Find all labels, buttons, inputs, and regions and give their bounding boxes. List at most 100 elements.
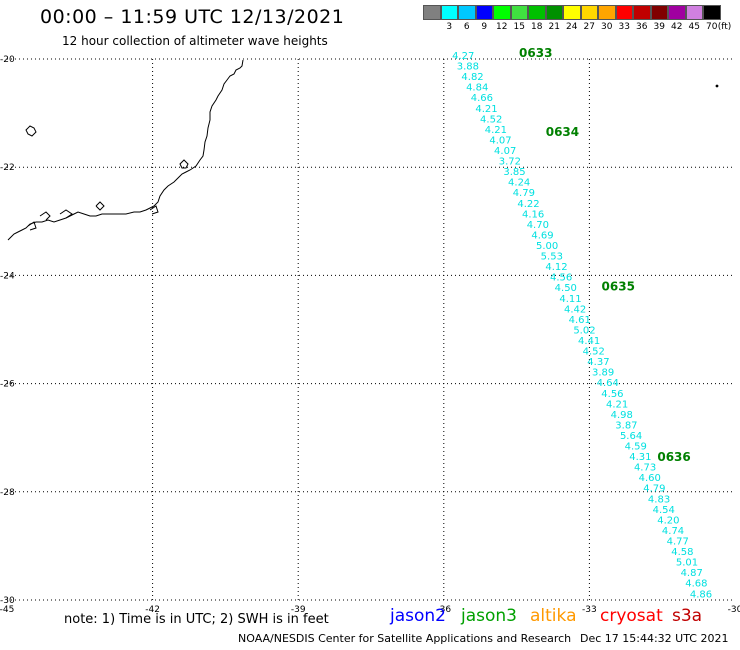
wave-height-value: 4.83 xyxy=(648,494,670,505)
wave-height-value: 4.21 xyxy=(475,104,497,115)
track-time-label: 0635 xyxy=(602,280,635,294)
legend-altika: altika xyxy=(530,606,577,626)
color-scale-unit: (ft) xyxy=(717,22,732,32)
latitude-label: -28 xyxy=(0,488,15,498)
longitude-label: -33 xyxy=(582,605,597,615)
color-scale-label: 42 xyxy=(671,22,683,32)
color-scale-swatches xyxy=(423,5,721,20)
color-swatch xyxy=(475,5,493,20)
wave-height-value: 4.56 xyxy=(550,273,572,284)
color-scale-label: 9 xyxy=(481,22,488,32)
wave-height-value: 4.21 xyxy=(606,399,628,410)
latitude-label: -30 xyxy=(0,596,15,606)
wave-height-value: 4.69 xyxy=(531,230,553,241)
latitude-labels: -20 -22 -24 -26 -28 -30 xyxy=(0,55,15,606)
color-scale-label: 18 xyxy=(531,22,543,32)
wave-height-value: 4.52 xyxy=(583,347,605,358)
color-scale-label: 12 xyxy=(496,22,508,32)
coastline-mainland xyxy=(7,59,244,241)
wave-height-value: 4.20 xyxy=(657,515,679,526)
legend-jason3: jason3 xyxy=(461,606,517,626)
wave-height-value: 5.53 xyxy=(541,252,563,263)
wave-height-value: 4.54 xyxy=(653,505,675,516)
wave-height-value: 4.73 xyxy=(634,463,656,474)
map-title: 00:00 – 11:59 UTC 12/13/2021 xyxy=(40,6,345,28)
legend-s3a: s3a xyxy=(672,606,703,626)
wave-height-value: 3.88 xyxy=(457,62,479,73)
color-scale-label: 3 xyxy=(446,22,453,32)
wave-height-value: 3.87 xyxy=(615,420,637,431)
longitude-label: -45 xyxy=(0,605,14,615)
wave-height-value: 4.22 xyxy=(517,199,539,210)
color-swatch xyxy=(685,5,703,20)
wave-height-value: 4.24 xyxy=(508,178,530,189)
track-time-labels: 0633 0634 0635 0636 xyxy=(519,46,691,464)
color-swatch xyxy=(668,5,686,20)
island-dot xyxy=(715,84,719,88)
wave-height-value: 5.02 xyxy=(573,325,595,336)
coastline-inlet xyxy=(27,201,159,231)
longitude-label: -42 xyxy=(145,605,160,615)
wave-height-value: 3.72 xyxy=(499,157,521,168)
color-scale-label: 39 xyxy=(653,22,665,32)
color-swatch xyxy=(598,5,616,20)
color-swatch xyxy=(545,5,563,20)
wave-height-value: 4.42 xyxy=(564,304,586,315)
wave-height-value: 4.37 xyxy=(587,357,609,368)
wave-height-value: 4.74 xyxy=(662,526,684,537)
wave-height-value: 4.84 xyxy=(466,83,488,94)
wave-height-value: 4.60 xyxy=(639,473,661,484)
longitude-label: -39 xyxy=(291,605,306,615)
map-frame xyxy=(7,58,735,601)
color-swatch xyxy=(528,5,546,20)
color-swatch xyxy=(493,5,511,20)
wave-height-value: 4.64 xyxy=(597,378,619,389)
color-scale-label: 6 xyxy=(463,22,470,32)
wave-height-value: 4.66 xyxy=(471,93,493,104)
longitude-label: -36 xyxy=(436,605,451,615)
map-grid xyxy=(7,59,735,600)
wave-height-value: 4.50 xyxy=(555,283,577,294)
color-swatch xyxy=(440,5,458,20)
longitude-label: -30 xyxy=(728,605,740,615)
wave-height-value: 4.16 xyxy=(522,209,544,220)
color-scale-label: 27 xyxy=(583,22,595,32)
color-scale-label: 30 xyxy=(601,22,613,32)
wave-height-value: 4.41 xyxy=(578,336,600,347)
wave-height-value: 5.01 xyxy=(676,558,698,569)
color-scale-label: 33 xyxy=(618,22,630,32)
coastline-island xyxy=(25,125,37,137)
color-scale-label: 70 xyxy=(706,22,718,32)
wave-height-value: 4.82 xyxy=(461,72,483,83)
wave-height-value: 5.00 xyxy=(536,241,558,252)
color-swatch xyxy=(703,5,721,20)
wave-height-value: 5.64 xyxy=(620,431,642,442)
color-swatch xyxy=(510,5,528,20)
color-scale-label: 24 xyxy=(566,22,578,32)
latitude-label: -22 xyxy=(0,163,15,173)
color-swatch xyxy=(458,5,476,20)
wave-height-value: 4.79 xyxy=(513,188,535,199)
wave-height-value: 4.21 xyxy=(485,125,507,136)
track-time-label: 0633 xyxy=(519,46,552,60)
wave-height-value: 3.85 xyxy=(503,167,525,178)
color-swatch xyxy=(423,5,441,20)
color-swatch xyxy=(615,5,633,20)
track-time-label: 0634 xyxy=(546,125,579,139)
satellite-track: 4.273.884.824.844.664.214.524.214.074.07… xyxy=(452,51,712,600)
legend-jason2: jason2 xyxy=(390,606,446,626)
color-swatch xyxy=(580,5,598,20)
color-scale: 3 6 9 12 15 18 21 24 27 30 33 36 39 42 45 70 (ft) xyxy=(423,5,731,34)
color-swatch xyxy=(650,5,668,20)
wave-height-value: 4.12 xyxy=(545,262,567,273)
coastline-lagoon xyxy=(179,159,189,169)
latitude-label: -24 xyxy=(0,271,15,281)
legend-cryosat: cryosat xyxy=(600,606,663,626)
color-scale-label: 15 xyxy=(513,22,525,32)
color-scale-label: 36 xyxy=(636,22,648,32)
footer-note: note: 1) Time is in UTC; 2) SWH is in fe… xyxy=(64,612,329,627)
color-swatch xyxy=(633,5,651,20)
track-time-label: 0636 xyxy=(657,450,690,464)
wave-height-value: 4.07 xyxy=(489,135,511,146)
